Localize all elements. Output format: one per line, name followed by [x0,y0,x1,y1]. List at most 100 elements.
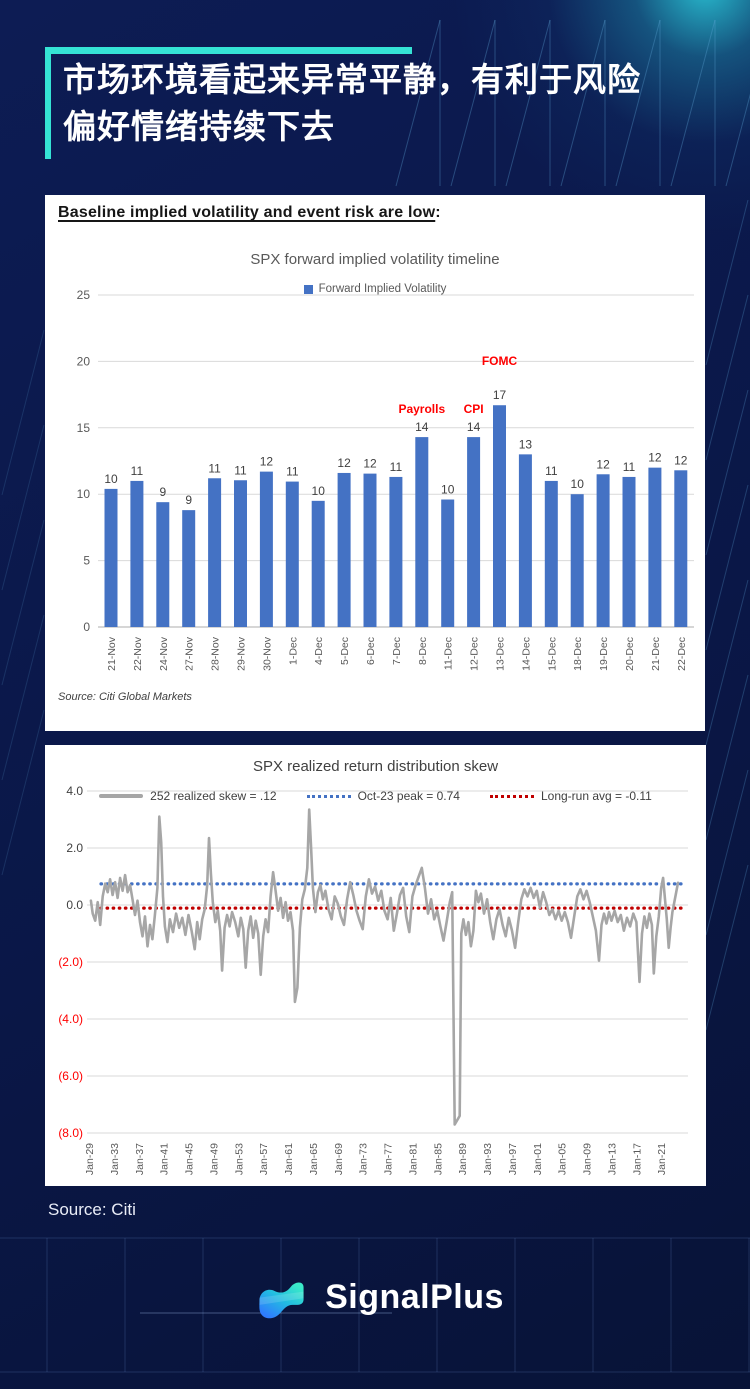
chart1-legend: Forward Implied Volatility [45,283,705,295]
decor-zigzag-left-margin [1,329,45,876]
y-axis-tick-label: 15 [77,421,91,435]
decor-line [705,484,749,651]
x-axis-tick-label: 5-Dec [339,637,351,665]
bar-value-label: 12 [648,451,662,465]
bar-value-label: 11 [208,461,221,475]
x-axis-tick-label: 21-Dec [650,637,662,671]
decor-line [560,19,606,187]
chart2-legend-label-longrun-avg: Long-run avg = -0.11 [540,789,652,803]
x-axis-tick-label: 1-Dec [287,637,299,665]
x-axis-tick-label: 4-Dec [313,637,325,665]
x-axis-tick-label: Jan-17 [631,1143,643,1175]
bar-value-label: 12 [260,455,274,469]
chart1-legend-label: Forward Implied Volatility [318,283,447,295]
bar [285,481,299,627]
y-axis-tick-label: 20 [77,354,91,368]
x-axis-tick-label: Jan-93 [482,1143,494,1175]
x-axis-tick-label: 28-Nov [210,636,222,671]
x-axis-tick-label: Jan-85 [432,1143,444,1175]
decor-line [705,864,749,1031]
y-axis-tick-label: 4.0 [66,784,83,798]
x-axis-tick-label: 8-Dec [417,637,429,665]
x-axis-tick-label: Jan-21 [656,1143,668,1175]
bar [415,437,429,627]
bar-value-label: 10 [104,472,118,486]
decor-zigzag-right-margin [705,199,749,1031]
accent-bar-top [45,47,412,54]
bar-value-label: 11 [131,464,144,478]
decor-line [615,19,661,187]
y-axis-tick-label: (4.0) [58,1012,83,1026]
decor-line [450,19,496,187]
bar [674,470,688,627]
bar [130,480,144,627]
decor-zigzag-header [395,19,750,187]
bar [208,478,222,627]
footer-logo: SignalPlus [0,1268,750,1326]
bar [182,510,196,627]
page-title-line1: 市场环境看起来异常平静，有利于风险 [63,61,641,98]
bar-value-label: 9 [185,493,192,507]
accent-bar-left [45,47,51,159]
x-axis-tick-label: 29-Nov [236,636,248,671]
bar-chart: 0 5 10 15 20 25 10 21-Nov 11 22-Nov 9 24-Nov 9 27-Nov… [77,288,694,671]
bar [570,494,584,627]
y-axis-tick-label: 5 [83,554,90,568]
y-axis-tick-label: 25 [77,288,91,302]
skew-chart-card: 4.0 2.0 0.0 (2.0) (4.0) (6.0) (8.0) Jan-29 Jan-3… [45,745,706,1186]
y-axis-tick-label: 2.0 [66,841,83,855]
bar [493,405,506,627]
decor-line [1,614,45,781]
x-axis-tick-label: 12-Dec [469,637,481,671]
volatility-chart-card: 0 5 10 15 20 25 10 21-Nov 11 22-Nov 9 24-Nov 9 27-Nov… [45,195,705,731]
decor-line [1,329,45,496]
event-annotation: Payrolls [398,402,445,416]
event-annotation: CPI [464,402,484,416]
bar [648,467,662,627]
logo-highlight-band [259,1291,304,1305]
x-axis-tick-label: Jan-73 [358,1143,370,1175]
bar-value-label: 17 [493,388,507,402]
bar [337,472,351,627]
x-axis-tick-label: 22-Dec [676,637,688,671]
bar [467,437,481,627]
bar-value-label: 9 [159,485,166,499]
y-axis-tick-label: (6.0) [58,1069,83,1083]
decor-line [725,93,750,187]
x-axis-tick-label: Jan-49 [208,1143,220,1175]
x-axis-tick-label: 18-Dec [572,637,584,671]
bar [596,474,610,627]
bar [104,488,118,627]
bar [363,473,377,627]
x-axis-tick-label: Jan-77 [383,1143,395,1175]
bar [544,480,558,627]
x-axis-tick-label: Jan-61 [283,1143,295,1175]
x-axis-tick-label: Jan-45 [184,1143,196,1175]
bar [441,499,455,627]
chart2-legend-label-oct23-peak: Oct-23 peak = 0.74 [357,789,460,803]
decor-line [1,709,45,876]
bar-value-label: 13 [519,437,533,451]
chart2-legend-item-oct23-peak: Oct-23 peak = 0.74 [306,789,460,803]
x-axis-tick-label: 6-Dec [365,637,377,665]
bar [622,476,636,627]
x-axis-tick-label: 15-Dec [546,637,558,671]
x-axis-tick-label: Jan-41 [159,1143,171,1175]
x-axis-tick-label: Jan-01 [532,1143,544,1175]
x-axis-tick-label: Jan-05 [557,1143,569,1175]
bar-value-label: 10 [312,484,326,498]
x-axis-tick-label: 13-Dec [495,637,507,671]
y-axis-tick-label: 10 [77,487,91,501]
x-axis-tick-label: 30-Nov [261,636,273,671]
chart2-legend-item-realized-skew: 252 realized skew = .12 [99,789,277,803]
x-axis-tick-label: Jan-33 [109,1143,121,1175]
y-axis-tick-label: 0.0 [66,898,83,912]
bar-value-label: 10 [571,477,585,491]
chart1-source: Source: Citi Global Markets [58,691,192,703]
legend-swatch-longrun-avg [489,794,534,798]
bar-value-label: 12 [363,457,377,471]
bar-value-label: 14 [467,420,481,434]
bar-value-label: 11 [390,460,403,474]
decor-line [395,19,441,187]
